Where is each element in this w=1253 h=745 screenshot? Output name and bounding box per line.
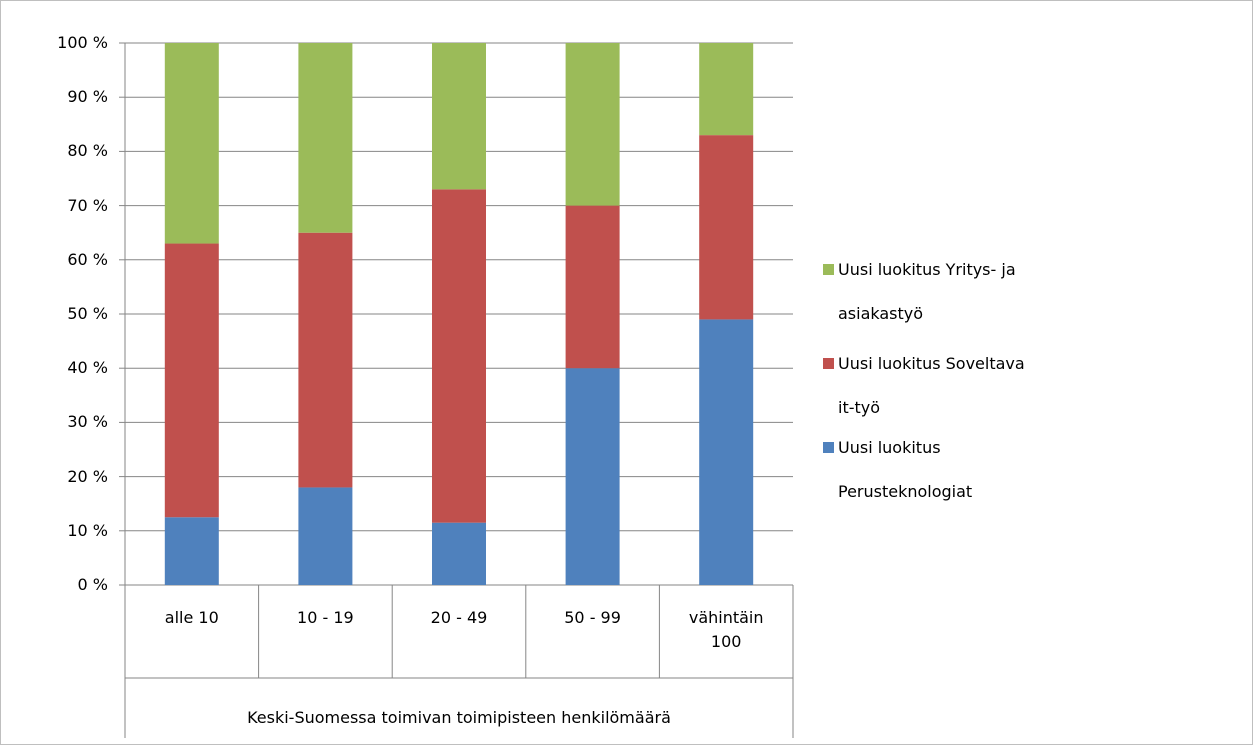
bar-segment bbox=[565, 368, 620, 585]
y-tick-label: 60 % bbox=[67, 249, 108, 269]
legend-swatch bbox=[823, 358, 834, 369]
legend-label: Uusi luokitus Soveltava it-työ bbox=[838, 354, 1025, 417]
bar-segment bbox=[164, 43, 219, 244]
legend-label: Uusi luokitus Perusteknologiat bbox=[838, 438, 973, 501]
x-tick-label: vähintäin 100 bbox=[688, 608, 764, 651]
bar-segment bbox=[298, 43, 353, 233]
bar-segment bbox=[699, 43, 754, 136]
x-tick-label: 50 - 99 bbox=[564, 608, 621, 627]
y-tick-label: 40 % bbox=[67, 358, 108, 378]
x-axis-title: Keski-Suomessa toimivan toimipisteen hen… bbox=[247, 708, 671, 727]
x-tick-label: 20 - 49 bbox=[430, 608, 488, 627]
bar-segment bbox=[565, 205, 620, 369]
bar-segment bbox=[699, 135, 754, 320]
y-tick-label: 80 % bbox=[67, 141, 108, 161]
y-tick-label: 90 % bbox=[67, 87, 108, 107]
bar-segment bbox=[164, 243, 219, 518]
legend-swatch bbox=[823, 442, 834, 453]
legend-swatch bbox=[823, 264, 834, 275]
bar-segment bbox=[432, 522, 486, 585]
bar-segment bbox=[699, 319, 754, 585]
bar-segment bbox=[565, 43, 620, 206]
x-tick-label: 10 - 19 bbox=[297, 608, 354, 627]
y-tick-label: 100 % bbox=[57, 33, 108, 52]
y-tick-label: 70 % bbox=[67, 195, 108, 215]
y-tick-label: 10 % bbox=[67, 520, 108, 540]
bar-segment bbox=[432, 189, 486, 523]
y-tick-label: 50 % bbox=[67, 304, 108, 323]
y-tick-label: 20 % bbox=[67, 466, 108, 486]
bar-segment bbox=[298, 487, 353, 585]
bar-segment bbox=[298, 232, 353, 488]
bar-segment bbox=[164, 517, 219, 585]
x-tick-label: alle 10 bbox=[164, 608, 219, 627]
y-tick-label: 0 % bbox=[77, 575, 108, 594]
y-tick-label: 30 % bbox=[67, 412, 108, 432]
legend-label: Uusi luokitus Yritys- ja asiakastyö bbox=[838, 260, 1016, 323]
bar-segment bbox=[432, 43, 486, 190]
